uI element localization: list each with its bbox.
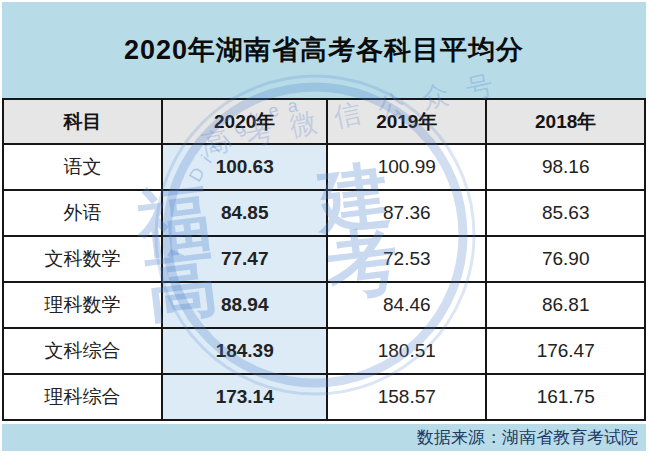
score-2018-cell: 161.75 (486, 374, 645, 420)
data-source-label: 数据来源：湖南省教育考试院 (417, 426, 638, 449)
score-2018-cell: 176.47 (486, 328, 645, 374)
score-2018-cell: 85.63 (486, 190, 645, 236)
score-2020-cell: 100.63 (162, 144, 327, 190)
table-row: 文科综合184.39180.51176.47 (3, 328, 645, 374)
subject-cell: 文科数学 (3, 236, 162, 282)
score-2019-cell: 158.57 (327, 374, 486, 420)
subject-cell: 理科综合 (3, 374, 162, 420)
score-2019-cell: 72.53 (327, 236, 486, 282)
score-2018-cell: 86.81 (486, 282, 645, 328)
score-2020-cell: 173.14 (162, 374, 327, 420)
footer-bar: 数据来源：湖南省教育考试院 (2, 424, 646, 451)
table-row: 语文100.63100.9998.16 (3, 144, 645, 190)
score-2020-cell: 88.94 (162, 282, 327, 328)
table-row: 理科数学88.9484.4686.81 (3, 282, 645, 328)
score-2020-cell: 184.39 (162, 328, 327, 374)
page-title: 2020年湖南省高考各科目平均分 (124, 32, 524, 68)
infographic-page: 2020年湖南省高考各科目平均分 科目 2020年 2019年 2018年 语文… (0, 0, 649, 465)
header-2020: 2020年 (162, 99, 327, 144)
table-row: 外语84.8587.3685.63 (3, 190, 645, 236)
score-2020-cell: 77.47 (162, 236, 327, 282)
table-header-row: 科目 2020年 2019年 2018年 (3, 99, 645, 144)
table-row: 理科综合173.14158.57161.75 (3, 374, 645, 420)
score-2019-cell: 84.46 (327, 282, 486, 328)
score-2018-cell: 98.16 (486, 144, 645, 190)
score-2018-cell: 76.90 (486, 236, 645, 282)
header-2019: 2019年 (327, 99, 486, 144)
score-table: 科目 2020年 2019年 2018年 语文100.63100.9998.16… (2, 98, 646, 421)
table-body: 语文100.63100.9998.16外语84.8587.3685.63文科数学… (3, 144, 645, 420)
header-subject: 科目 (3, 99, 162, 144)
score-2019-cell: 180.51 (327, 328, 486, 374)
subject-cell: 理科数学 (3, 282, 162, 328)
score-2019-cell: 100.99 (327, 144, 486, 190)
subject-cell: 文科综合 (3, 328, 162, 374)
subject-cell: 语文 (3, 144, 162, 190)
header-2018: 2018年 (486, 99, 645, 144)
score-2020-cell: 84.85 (162, 190, 327, 236)
title-bar: 2020年湖南省高考各科目平均分 (2, 2, 646, 98)
subject-cell: 外语 (3, 190, 162, 236)
score-2019-cell: 87.36 (327, 190, 486, 236)
table-row: 文科数学77.4772.5376.90 (3, 236, 645, 282)
